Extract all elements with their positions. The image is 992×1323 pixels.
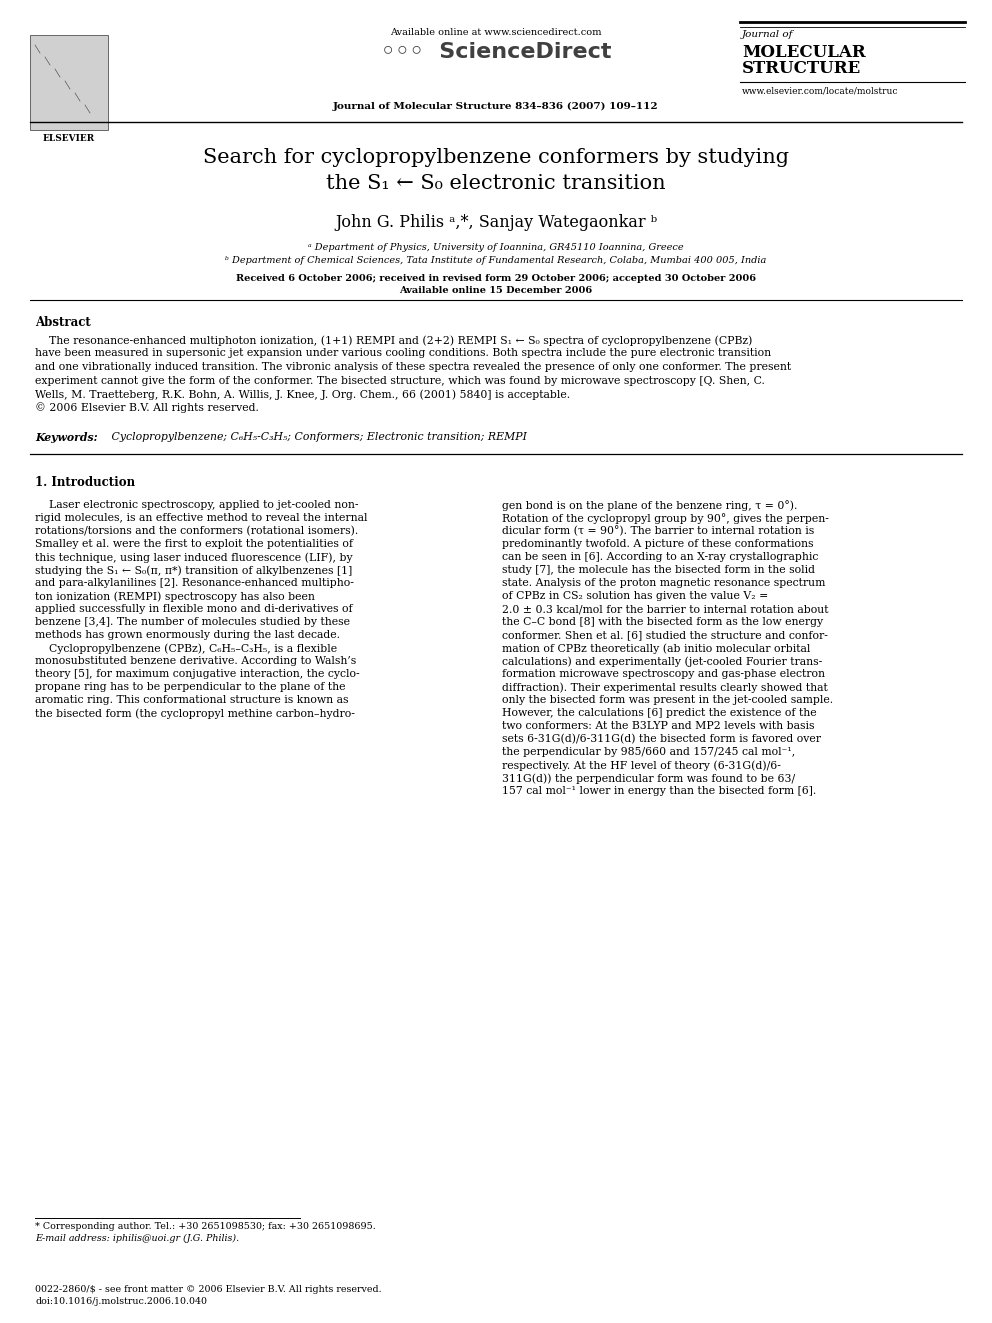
Text: benzene [3,4]. The number of molecules studied by these: benzene [3,4]. The number of molecules s…: [35, 617, 350, 627]
Text: 311G(d)) the perpendicular form was found to be 63/: 311G(d)) the perpendicular form was foun…: [502, 773, 796, 783]
Text: mation of CPBz theoretically (ab initio molecular orbital: mation of CPBz theoretically (ab initio …: [502, 643, 810, 654]
Text: this technique, using laser induced fluorescence (LIF), by: this technique, using laser induced fluo…: [35, 552, 352, 562]
Text: Smalley et al. were the first to exploit the potentialities of: Smalley et al. were the first to exploit…: [35, 538, 353, 549]
Text: aromatic ring. This conformational structure is known as: aromatic ring. This conformational struc…: [35, 695, 348, 705]
Text: John G. Philis ᵃ,*, Sanjay Wategaonkar ᵇ: John G. Philis ᵃ,*, Sanjay Wategaonkar ᵇ: [335, 214, 657, 232]
Text: doi:10.1016/j.molstruc.2006.10.040: doi:10.1016/j.molstruc.2006.10.040: [35, 1297, 207, 1306]
Text: ᵃ Department of Physics, University of Ioannina, GR45110 Ioannina, Greece: ᵃ Department of Physics, University of I…: [309, 243, 683, 251]
Text: the C–C bond [8] with the bisected form as the low energy: the C–C bond [8] with the bisected form …: [502, 617, 823, 627]
Text: Available online 15 December 2006: Available online 15 December 2006: [400, 286, 592, 295]
Text: sets 6-31G(d)/6-311G(d) the bisected form is favored over: sets 6-31G(d)/6-311G(d) the bisected for…: [502, 734, 821, 745]
Text: the S₁ ← S₀ electronic transition: the S₁ ← S₀ electronic transition: [326, 175, 666, 193]
Text: rigid molecules, is an effective method to reveal the internal: rigid molecules, is an effective method …: [35, 513, 367, 523]
Text: Search for cyclopropylbenzene conformers by studying: Search for cyclopropylbenzene conformers…: [203, 148, 789, 167]
Text: respectively. At the HF level of theory (6-31G(d)/6-: respectively. At the HF level of theory …: [502, 759, 781, 770]
Text: and one vibrationally induced transition. The vibronic analysis of these spectra: and one vibrationally induced transition…: [35, 363, 792, 372]
Text: www.elsevier.com/locate/molstruc: www.elsevier.com/locate/molstruc: [742, 86, 899, 95]
Text: MOLECULAR: MOLECULAR: [742, 44, 866, 61]
Text: 157 cal mol⁻¹ lower in energy than the bisected form [6].: 157 cal mol⁻¹ lower in energy than the b…: [502, 786, 816, 796]
Text: rotations/torsions and the conformers (rotational isomers).: rotations/torsions and the conformers (r…: [35, 527, 358, 536]
Text: theory [5], for maximum conjugative interaction, the cyclo-: theory [5], for maximum conjugative inte…: [35, 669, 360, 679]
Text: the perpendicular by 985/660 and 157/245 cal mol⁻¹,: the perpendicular by 985/660 and 157/245…: [502, 747, 796, 757]
Text: E-mail address: iphilis@uoi.gr (J.G. Philis).: E-mail address: iphilis@uoi.gr (J.G. Phi…: [35, 1234, 239, 1244]
Text: of CPBz in CS₂ solution has given the value V₂ =: of CPBz in CS₂ solution has given the va…: [502, 591, 768, 601]
Text: Received 6 October 2006; received in revised form 29 October 2006; accepted 30 O: Received 6 October 2006; received in rev…: [236, 274, 756, 283]
Text: predominantly twofold. A picture of these conformations: predominantly twofold. A picture of thes…: [502, 538, 813, 549]
Text: However, the calculations [6] predict the existence of the: However, the calculations [6] predict th…: [502, 708, 816, 718]
Text: experiment cannot give the form of the conformer. The bisected structure, which : experiment cannot give the form of the c…: [35, 376, 765, 385]
Text: Journal of Molecular Structure 834–836 (2007) 109–112: Journal of Molecular Structure 834–836 (…: [333, 102, 659, 111]
Text: methods has grown enormously during the last decade.: methods has grown enormously during the …: [35, 630, 340, 640]
Text: * Corresponding author. Tel.: +30 2651098530; fax: +30 2651098695.: * Corresponding author. Tel.: +30 265109…: [35, 1222, 376, 1230]
Text: ton ionization (REMPI) spectroscopy has also been: ton ionization (REMPI) spectroscopy has …: [35, 591, 314, 602]
Text: formation microwave spectroscopy and gas-phase electron: formation microwave spectroscopy and gas…: [502, 669, 825, 679]
Text: Cyclopropylbenzene (CPBz), C₆H₅–C₃H₅, is a flexible: Cyclopropylbenzene (CPBz), C₆H₅–C₃H₅, is…: [35, 643, 337, 654]
Bar: [30, 34, 108, 130]
Text: ᵇ Department of Chemical Sciences, Tata Institute of Fundamental Research, Colab: ᵇ Department of Chemical Sciences, Tata …: [225, 255, 767, 265]
Text: ELSEVIER: ELSEVIER: [43, 134, 95, 143]
Text: monosubstituted benzene derivative. According to Walsh’s: monosubstituted benzene derivative. Acco…: [35, 656, 356, 665]
Text: Cyclopropylbenzene; C₆H₅-C₃H₅; Conformers; Electronic transition; REMPI: Cyclopropylbenzene; C₆H₅-C₃H₅; Conformer…: [108, 433, 527, 442]
Text: Available online at www.sciencedirect.com: Available online at www.sciencedirect.co…: [390, 28, 602, 37]
Text: 1. Introduction: 1. Introduction: [35, 476, 135, 490]
Text: © 2006 Elsevier B.V. All rights reserved.: © 2006 Elsevier B.V. All rights reserved…: [35, 402, 259, 413]
Text: 0022-2860/$ - see front matter © 2006 Elsevier B.V. All rights reserved.: 0022-2860/$ - see front matter © 2006 El…: [35, 1285, 382, 1294]
Text: 2.0 ± 0.3 kcal/mol for the barrier to internal rotation about: 2.0 ± 0.3 kcal/mol for the barrier to in…: [502, 605, 828, 614]
Text: can be seen in [6]. According to an X-ray crystallographic: can be seen in [6]. According to an X-ra…: [502, 552, 818, 562]
Text: ◦◦◦  ScienceDirect: ◦◦◦ ScienceDirect: [381, 42, 611, 62]
Text: The resonance-enhanced multiphoton ionization, (1+1) REMPI and (2+2) REMPI S₁ ← : The resonance-enhanced multiphoton ioniz…: [35, 335, 752, 345]
Text: propane ring has to be perpendicular to the plane of the: propane ring has to be perpendicular to …: [35, 681, 345, 692]
Text: Journal of: Journal of: [742, 30, 794, 38]
Text: study [7], the molecule has the bisected form in the solid: study [7], the molecule has the bisected…: [502, 565, 815, 576]
Text: conformer. Shen et al. [6] studied the structure and confor-: conformer. Shen et al. [6] studied the s…: [502, 630, 828, 640]
Text: Abstract: Abstract: [35, 316, 90, 329]
Text: and para-alkylanilines [2]. Resonance-enhanced multipho-: and para-alkylanilines [2]. Resonance-en…: [35, 578, 354, 587]
Text: two conformers: At the B3LYP and MP2 levels with basis: two conformers: At the B3LYP and MP2 lev…: [502, 721, 814, 732]
Text: diffraction). Their experimental results clearly showed that: diffraction). Their experimental results…: [502, 681, 827, 692]
Text: only the bisected form was present in the jet-cooled sample.: only the bisected form was present in th…: [502, 695, 833, 705]
Text: applied successfully in flexible mono and di-derivatives of: applied successfully in flexible mono an…: [35, 605, 352, 614]
Text: Keywords:: Keywords:: [35, 433, 97, 443]
Text: have been measured in supersonic jet expansion under various cooling conditions.: have been measured in supersonic jet exp…: [35, 348, 771, 359]
Text: state. Analysis of the proton magnetic resonance spectrum: state. Analysis of the proton magnetic r…: [502, 578, 825, 587]
Text: dicular form (τ = 90°). The barrier to internal rotation is: dicular form (τ = 90°). The barrier to i…: [502, 527, 814, 537]
Text: studying the S₁ ← S₀(π, π*) transition of alkylbenzenes [1]: studying the S₁ ← S₀(π, π*) transition o…: [35, 565, 352, 576]
Text: calculations) and experimentally (jet-cooled Fourier trans-: calculations) and experimentally (jet-co…: [502, 656, 822, 667]
Text: the bisected form (the cyclopropyl methine carbon–hydro-: the bisected form (the cyclopropyl methi…: [35, 708, 355, 718]
Text: Laser electronic spectroscopy, applied to jet-cooled non-: Laser electronic spectroscopy, applied t…: [35, 500, 358, 509]
Text: Rotation of the cyclopropyl group by 90°, gives the perpen-: Rotation of the cyclopropyl group by 90°…: [502, 513, 829, 524]
Text: Wells, M. Traetteberg, R.K. Bohn, A. Willis, J. Knee, J. Org. Chem., 66 (2001) 5: Wells, M. Traetteberg, R.K. Bohn, A. Wil…: [35, 389, 570, 400]
Text: gen bond is on the plane of the benzene ring, τ = 0°).: gen bond is on the plane of the benzene …: [502, 500, 798, 511]
Text: STRUCTURE: STRUCTURE: [742, 60, 861, 77]
